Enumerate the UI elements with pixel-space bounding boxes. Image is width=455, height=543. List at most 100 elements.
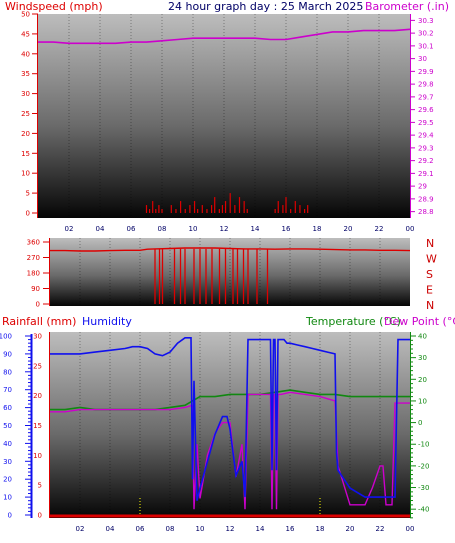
x-tick-label: 06: [136, 525, 145, 533]
compass-label: N: [426, 237, 434, 250]
wind-tick-label: 0: [26, 210, 30, 218]
direction-tick-label: 360: [27, 239, 40, 247]
humidity-tick-label: 20: [3, 476, 12, 484]
temperature-tick-label: -10: [418, 441, 429, 449]
rain-humidity-series: [50, 337, 410, 518]
humidity-tick-label: 10: [3, 494, 12, 502]
rain-tick-label: 20: [33, 392, 42, 400]
temperature-tick-label: -30: [418, 484, 429, 492]
wind-tick-label: 35: [21, 70, 30, 78]
humidity-tick-label: 70: [3, 386, 12, 394]
wind-baro-grid: [68, 14, 380, 218]
temperature-tick-label: 20: [418, 376, 427, 384]
x-tick-label: 12: [220, 225, 229, 233]
wind-tick-label: 40: [21, 50, 30, 58]
x-tick-label: 18: [313, 225, 322, 233]
baro-tick-label: 29.9: [418, 68, 434, 76]
baro-tick-label: 30: [418, 55, 427, 63]
baro-tick-label: 29.5: [418, 119, 434, 127]
dewpoint-axis-label: Dew Point (°C): [384, 315, 455, 328]
humidity-tick-label: 100: [0, 333, 12, 341]
humidity-tick-label: 30: [3, 458, 12, 466]
wind-tick-label: 5: [26, 190, 30, 198]
baro-tick-label: 28.9: [418, 195, 434, 203]
x-tick-label: 18: [316, 525, 325, 533]
wind-baro-axes: 0 5 10 15 20 25 30 35 40 45 50 28.8 28.9 29 29.1 29.2 29…: [21, 11, 434, 234]
temperature-tick-label: 40: [418, 333, 427, 341]
compass-label: S: [426, 268, 433, 281]
baro-tick-label: 29: [418, 183, 427, 191]
humidity-tick-label: 80: [3, 368, 12, 376]
wind-baro-series: [38, 28, 411, 213]
baro-tick-label: 30.2: [418, 30, 434, 38]
rain-tick-label: 25: [33, 362, 42, 370]
humidity-tick-label: 60: [3, 404, 12, 412]
dewpoint-line: [50, 391, 410, 510]
windspeed-axis-label: Windspeed (mph): [5, 0, 103, 13]
x-tick-label: 20: [346, 525, 355, 533]
baro-tick-label: 30.1: [418, 42, 434, 50]
compass-label: W: [426, 253, 437, 266]
rain-tick-label: 0: [38, 512, 42, 520]
baro-tick-label: 29.7: [418, 93, 434, 101]
x-tick-label: 06: [127, 225, 136, 233]
temperature-tick-label: 0: [418, 419, 422, 427]
direction-tick-label: 270: [27, 254, 40, 262]
x-tick-label: 20: [344, 225, 353, 233]
chart-title: 24 hour graph day : 25 March 2025: [168, 0, 363, 13]
wind-baro-plot-area: [38, 14, 410, 218]
wind-tick-label: 25: [21, 110, 30, 118]
baro-tick-label: 29.4: [418, 132, 434, 140]
x-tick-label: 10: [196, 525, 205, 533]
direction-tick-label: 0: [36, 301, 40, 309]
x-tick-label: 04: [96, 225, 105, 233]
x-tick-label: 14: [256, 525, 265, 533]
x-tick-label: 00: [406, 225, 415, 233]
x-tick-label: 22: [375, 225, 384, 233]
rain-humidity-axes: 0102030405060708090100051015202530-40-30…: [0, 332, 429, 533]
compass-label: E: [426, 284, 433, 297]
barometer-axis-label: Barometer (.in): [365, 0, 449, 13]
baro-tick-label: 29.8: [418, 81, 434, 89]
baro-tick-label: 29.6: [418, 106, 434, 114]
wind-tick-label: 30: [21, 90, 30, 98]
x-tick-label: 16: [286, 525, 295, 533]
rainfall-axis-label: Rainfall (mm): [2, 315, 76, 328]
temperature-tick-label: 10: [418, 397, 427, 405]
direction-tick-label: 180: [27, 270, 40, 278]
direction-tick-label: 90: [31, 285, 40, 293]
direction-line: [50, 247, 411, 252]
humidity-tick-label: 50: [3, 422, 12, 430]
x-tick-label: 08: [158, 225, 167, 233]
x-tick-label: 08: [166, 525, 175, 533]
temperature-tick-label: -40: [418, 506, 429, 514]
x-tick-label: 02: [65, 225, 74, 233]
x-tick-label: 04: [106, 525, 115, 533]
x-tick-label: 00: [406, 525, 415, 533]
wind-tick-label: 50: [21, 11, 30, 19]
baro-tick-label: 29.3: [418, 144, 434, 152]
rain-tick-label: 5: [38, 482, 42, 490]
wind-direction-series: [50, 247, 411, 304]
wind-tick-label: 45: [21, 30, 30, 38]
humidity-axis-label: Humidity: [82, 315, 132, 328]
baro-tick-label: 30.3: [418, 17, 434, 25]
humidity-line: [50, 337, 410, 501]
rain-tick-label: 15: [33, 422, 42, 430]
rain-tick-label: 30: [33, 333, 42, 341]
x-tick-label: 16: [282, 225, 291, 233]
x-tick-label: 10: [189, 225, 198, 233]
baro-tick-label: 29.1: [418, 170, 434, 178]
baro-tick-label: 29.2: [418, 157, 434, 165]
temperature-tick-label: 30: [418, 354, 427, 362]
temperature-axis-label: Temperature (°C): [305, 315, 401, 328]
wind-tick-label: 15: [21, 150, 30, 158]
wind-tick-label: 20: [21, 130, 30, 138]
x-tick-label: 22: [376, 525, 385, 533]
humidity-tick-label: 90: [3, 350, 12, 358]
humidity-tick-label: 0: [8, 512, 12, 520]
humidity-tick-label: 40: [3, 440, 12, 448]
rain-tick-label: 10: [33, 452, 42, 460]
